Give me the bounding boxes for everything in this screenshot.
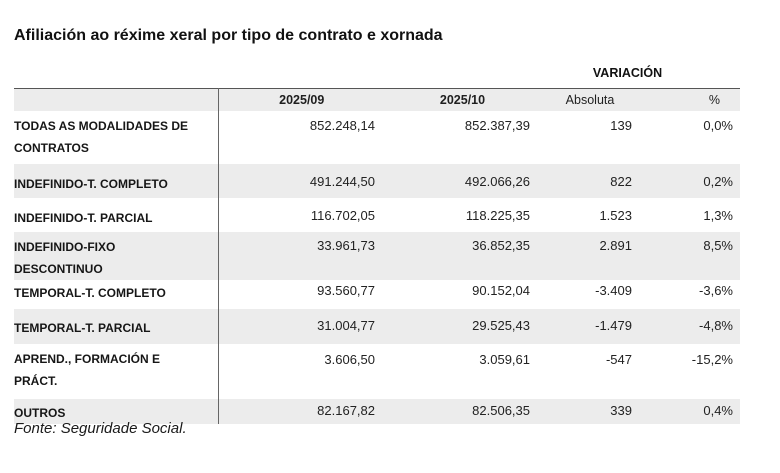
row-label: INDEFINIDO-FIXO DESCONTINUO <box>14 239 116 276</box>
column-header-absolute: Absoluta <box>565 92 615 107</box>
affiliation-table: 2025/09 2025/10 Absoluta % TODAS AS MODA… <box>14 88 740 424</box>
value-percent: -15,2% <box>691 351 733 367</box>
row-label: INDEFINIDO-T. COMPLETO <box>14 176 168 191</box>
row-label: TEMPORAL-T. COMPLETO <box>14 285 166 300</box>
value-percent: 8,5% <box>703 237 733 253</box>
value-2025-09: 93.560,77 <box>217 279 385 309</box>
value-percent: -4,8% <box>699 317 733 333</box>
value-absolute: -547 <box>605 351 632 367</box>
value-2025-09: 31.004,77 <box>217 308 385 344</box>
variation-group-label: VARIACIÓN <box>592 66 663 80</box>
value-2025-09: 116.702,05 <box>217 197 385 232</box>
value-2025-10: 29.525,43 <box>472 317 530 333</box>
table-row: APREND., FORMACIÓN E PRÁCT. 3.606,50 3.0… <box>14 343 740 399</box>
value-2025-09: 852.248,14 <box>217 110 385 164</box>
value-absolute: 339 <box>610 402 632 418</box>
label-column-header <box>14 89 218 111</box>
table-row: TEMPORAL-T. PARCIAL 31.004,77 29.525,43 … <box>14 308 740 344</box>
value-2025-10: 36.852,35 <box>472 237 530 253</box>
value-2025-09: 491.244,50 <box>217 163 385 198</box>
value-2025-10: 118.225,35 <box>465 207 530 223</box>
column-header-percent: % <box>708 92 720 107</box>
table-header-row: 2025/09 2025/10 Absoluta % <box>14 88 740 111</box>
row-label: INDEFINIDO-T. PARCIAL <box>14 210 153 225</box>
value-absolute: 1.523 <box>599 207 632 223</box>
table-row: INDEFINIDO-T. COMPLETO 491.244,50 492.06… <box>14 163 740 198</box>
table-row: TEMPORAL-T. COMPLETO 93.560,77 90.152,04… <box>14 279 740 309</box>
value-percent: 0,0% <box>703 117 733 133</box>
value-absolute: 2.891 <box>599 237 632 253</box>
value-percent: -3,6% <box>699 282 733 298</box>
value-2025-10: 90.152,04 <box>472 282 530 298</box>
table-row: INDEFINIDO-FIXO DESCONTINUO 33.961,73 36… <box>14 231 740 280</box>
value-absolute: 139 <box>610 117 632 133</box>
table-row: INDEFINIDO-T. PARCIAL 116.702,05 118.225… <box>14 197 740 232</box>
row-label: APREND., FORMACIÓN E PRÁCT. <box>14 351 161 388</box>
value-absolute: -1.479 <box>595 317 632 333</box>
column-header-2025-10: 2025/10 <box>439 92 486 107</box>
value-2025-09: 33.961,73 <box>217 231 385 280</box>
value-percent: 0,2% <box>703 173 733 189</box>
value-2025-10: 492.066,26 <box>464 173 530 189</box>
value-percent: 0,4% <box>703 402 733 418</box>
column-header-2025-09: 2025/09 <box>217 88 385 111</box>
value-2025-10: 82.506,35 <box>472 402 530 418</box>
row-label: OUTROS <box>14 405 66 420</box>
value-2025-09: 82.167,82 <box>217 398 385 424</box>
table-row: TODAS AS MODALIDADES DE CONTRATOS 852.24… <box>14 110 740 164</box>
row-label: TEMPORAL-T. PARCIAL <box>14 320 151 335</box>
value-percent: 1,3% <box>703 207 733 223</box>
source-note: Fonte: Seguridade Social. <box>14 420 187 437</box>
value-absolute: 822 <box>610 173 632 189</box>
table-row: OUTROS 82.167,82 82.506,35 339 0,4% <box>14 398 740 424</box>
value-absolute: -3.409 <box>595 282 632 298</box>
row-label: TODAS AS MODALIDADES DE CONTRATOS <box>14 118 189 155</box>
value-2025-09: 3.606,50 <box>217 343 385 399</box>
value-2025-10: 3.059,61 <box>479 351 530 367</box>
page-title: Afiliación ao réxime xeral por tipo de c… <box>14 27 443 44</box>
value-2025-10: 852.387,39 <box>464 117 530 133</box>
